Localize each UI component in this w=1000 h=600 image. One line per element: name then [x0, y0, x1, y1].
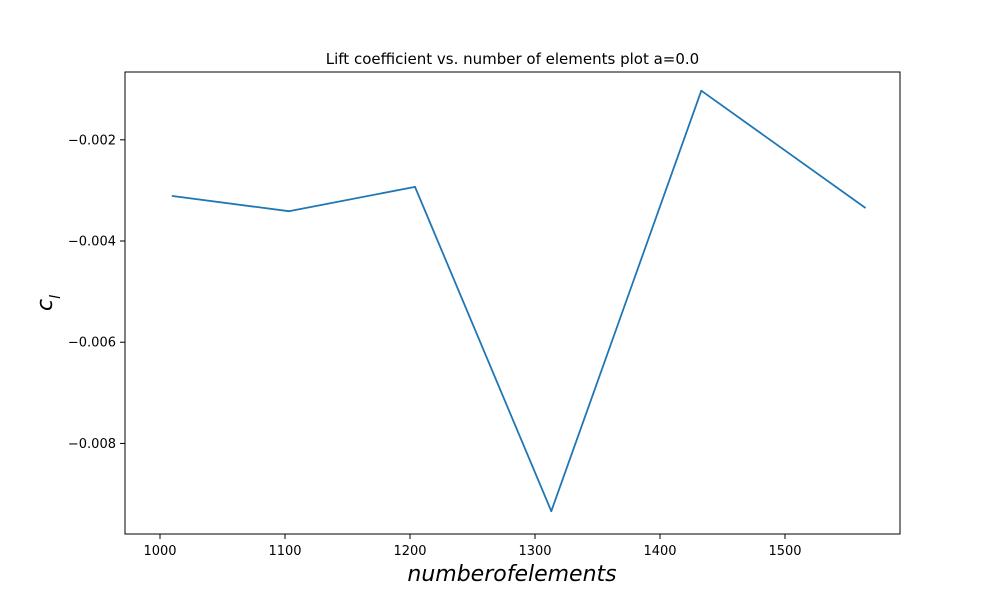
x-axis-ticks: 1000 1100 1200 1300 1400 1500	[143, 534, 802, 559]
data-point	[171, 195, 174, 197]
chart-title: Lift coefficient vs. number of elements …	[326, 50, 699, 68]
data-point	[287, 210, 290, 213]
y-tick-label: −0.008	[68, 437, 116, 452]
series-layer	[171, 89, 866, 513]
data-point	[414, 185, 416, 188]
y-tick-label: −0.002	[68, 133, 116, 148]
x-tick-label: 1100	[268, 544, 301, 559]
data-point	[700, 89, 703, 92]
x-tick-label: 1300	[518, 544, 551, 559]
data-point	[550, 510, 553, 513]
data-point	[864, 206, 866, 209]
series-line	[172, 89, 866, 513]
y-tick-label: −0.006	[68, 336, 116, 351]
y-axis-label-main: c	[33, 299, 58, 311]
x-tick-label: 1500	[768, 544, 801, 559]
x-tick-label: 1400	[643, 544, 676, 559]
x-tick-label: 1200	[393, 544, 426, 559]
axes-frame	[124, 71, 901, 535]
x-tick-label: 1000	[143, 544, 176, 559]
y-axis-ticks: −0.002 −0.004 −0.006 −0.008	[68, 133, 125, 452]
plot-area	[124, 71, 901, 535]
x-axis-label: numberofelements	[407, 562, 616, 587]
y-tick-label: −0.004	[68, 235, 116, 250]
y-axis-label: cl	[33, 295, 64, 311]
y-axis-label-subscript: l	[48, 295, 64, 299]
